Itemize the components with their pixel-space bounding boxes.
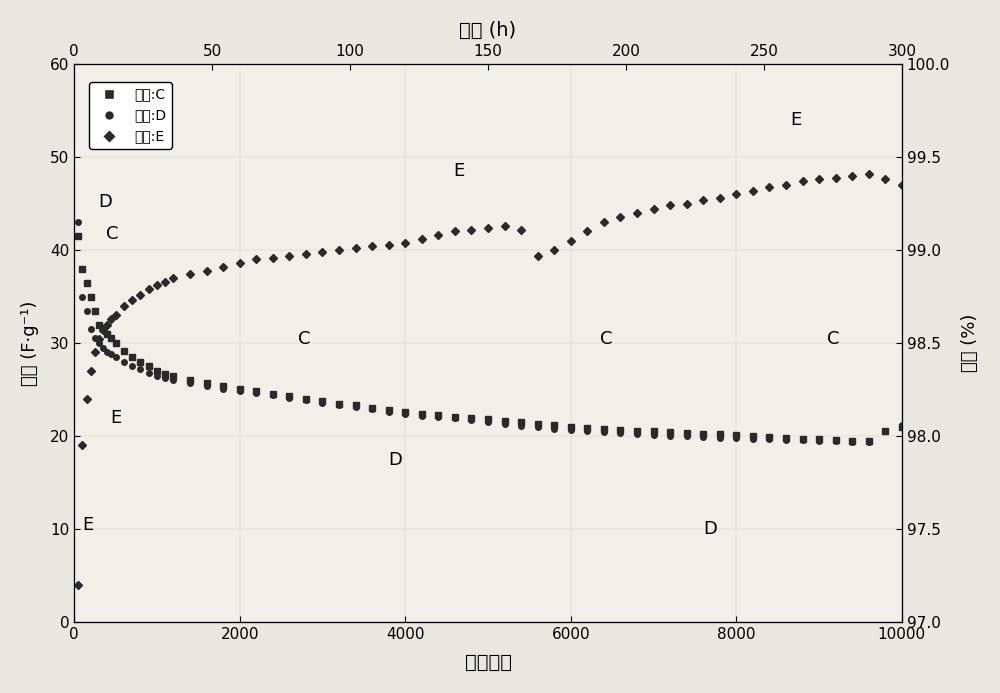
效率:E [72,581,84,589]
X-axis label: 时间 (h): 时间 (h) [459,21,517,40]
效率:E [896,181,908,189]
Line: 充电:C: 充电:C [76,234,905,444]
Line: 放电:D: 放电:D [76,220,905,444]
Text: D: D [389,450,403,468]
Text: C: C [827,330,840,348]
Text: D: D [98,193,112,211]
充电:C [846,437,858,445]
效率:E [432,231,444,239]
充电:C [250,387,262,396]
放电:D [846,437,858,446]
X-axis label: 循环次数: 循环次数 [464,653,512,672]
Y-axis label: 效率 (%): 效率 (%) [961,314,979,372]
效率:E [763,183,775,191]
充电:C [499,417,511,426]
Text: E: E [111,409,122,427]
Line: 效率:E: 效率:E [76,171,905,588]
Text: E: E [790,111,801,129]
放电:D [72,218,84,227]
放电:D [896,421,908,429]
放电:D [250,389,262,398]
Text: C: C [298,330,310,348]
效率:E [499,222,511,230]
Text: C: C [106,225,118,243]
Text: E: E [82,516,93,534]
充电:C [432,410,444,419]
效率:E [863,170,875,178]
效率:E [250,255,262,263]
放电:D [432,412,444,421]
Text: D: D [703,520,717,538]
效率:E [134,290,146,299]
效率:E [151,281,163,290]
充电:C [72,232,84,240]
放电:D [151,371,163,380]
放电:D [763,435,775,443]
充电:C [134,358,146,366]
放电:D [499,420,511,428]
充电:C [896,423,908,431]
充电:C [763,433,775,441]
Y-axis label: 电容 (F·g⁻¹): 电容 (F·g⁻¹) [21,301,39,386]
充电:C [151,367,163,375]
Text: C: C [600,330,612,348]
放电:D [134,365,146,374]
Legend: 充电:C, 放电:D, 效率:E: 充电:C, 放电:D, 效率:E [89,82,172,149]
Text: E: E [453,162,464,180]
